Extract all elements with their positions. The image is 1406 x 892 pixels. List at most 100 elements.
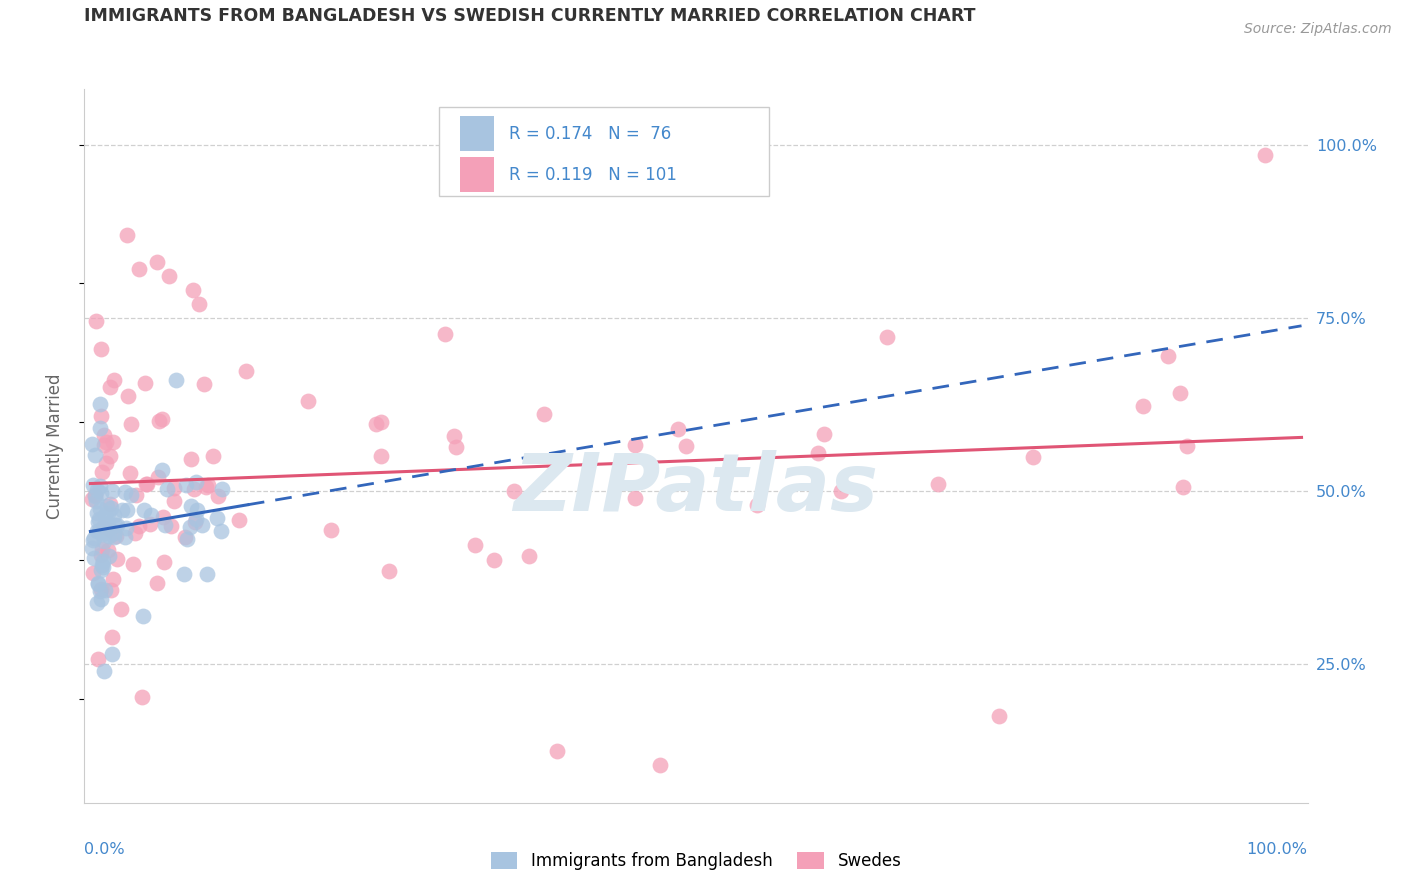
Point xyxy=(157,269,180,284)
Point xyxy=(153,517,176,532)
Point xyxy=(98,497,121,511)
Point xyxy=(97,549,120,563)
Point xyxy=(115,227,138,242)
Point xyxy=(90,564,112,578)
Point xyxy=(134,376,156,390)
Point xyxy=(160,519,183,533)
Point xyxy=(82,478,104,492)
Point xyxy=(188,297,211,311)
Point xyxy=(163,481,186,495)
Point xyxy=(207,489,229,503)
Point xyxy=(121,558,143,572)
Point xyxy=(624,437,647,451)
Point xyxy=(813,426,835,441)
Point xyxy=(98,449,121,463)
Point xyxy=(86,483,108,497)
Text: 0.0%: 0.0% xyxy=(84,842,125,857)
Point xyxy=(104,517,127,532)
Point xyxy=(90,409,112,423)
Point xyxy=(176,532,198,546)
Point xyxy=(166,373,188,387)
Point xyxy=(364,417,387,432)
Point xyxy=(86,313,108,327)
Point xyxy=(193,377,215,392)
Point xyxy=(201,449,224,463)
Point xyxy=(183,482,205,496)
Point xyxy=(179,520,201,534)
Point xyxy=(97,516,120,531)
Point xyxy=(124,526,146,541)
Point xyxy=(87,512,110,526)
Point xyxy=(319,523,342,537)
Point xyxy=(128,518,150,533)
Point xyxy=(830,483,852,498)
Point xyxy=(84,489,107,503)
Point xyxy=(186,503,208,517)
Point xyxy=(101,484,124,499)
Point xyxy=(135,477,157,491)
Point xyxy=(370,449,392,463)
Point xyxy=(91,553,114,567)
Point xyxy=(93,519,115,533)
Point xyxy=(1175,439,1198,453)
Point xyxy=(434,326,457,341)
Point xyxy=(117,389,139,403)
Point xyxy=(101,572,124,586)
Point xyxy=(93,534,115,549)
Point xyxy=(209,524,232,538)
Point xyxy=(87,576,110,591)
Point xyxy=(91,558,114,573)
Point xyxy=(86,515,108,529)
Point xyxy=(93,427,115,442)
Point xyxy=(103,508,125,523)
Text: R = 0.119   N = 101: R = 0.119 N = 101 xyxy=(509,166,676,184)
Point xyxy=(195,480,218,494)
Point xyxy=(152,555,174,569)
Point xyxy=(103,526,125,541)
Point xyxy=(807,446,830,460)
FancyBboxPatch shape xyxy=(439,107,769,196)
Point xyxy=(148,414,170,428)
Point xyxy=(90,549,112,563)
Point xyxy=(89,420,111,434)
Point xyxy=(120,466,142,480)
Point xyxy=(89,524,111,538)
Text: ZIPatlas: ZIPatlas xyxy=(513,450,879,528)
Point xyxy=(87,575,110,590)
Point xyxy=(128,262,150,277)
Point xyxy=(84,448,107,462)
Point xyxy=(173,530,195,544)
Point xyxy=(120,417,142,431)
Point xyxy=(96,456,118,470)
Point xyxy=(93,582,115,597)
Point xyxy=(91,526,114,541)
Point xyxy=(377,564,399,578)
Point xyxy=(183,283,205,297)
Point xyxy=(96,499,118,513)
Y-axis label: Currently Married: Currently Married xyxy=(45,373,63,519)
Point xyxy=(105,518,128,533)
Point xyxy=(100,582,122,597)
Point xyxy=(191,518,214,533)
Point xyxy=(101,631,124,645)
Point xyxy=(228,513,250,527)
Point xyxy=(120,488,142,502)
Point xyxy=(82,437,104,451)
Point xyxy=(443,428,465,442)
Point xyxy=(186,512,208,526)
Point xyxy=(83,531,105,545)
Point xyxy=(648,757,671,772)
Point xyxy=(132,609,155,624)
Point xyxy=(93,437,115,451)
Point xyxy=(82,533,104,548)
Point xyxy=(84,494,107,508)
Point xyxy=(86,506,108,520)
Point xyxy=(131,690,153,704)
Point xyxy=(150,412,173,426)
Point xyxy=(135,476,157,491)
Point xyxy=(1157,350,1180,364)
Point xyxy=(105,552,128,566)
Point xyxy=(184,475,207,489)
Point xyxy=(150,462,173,476)
Point xyxy=(163,494,186,508)
